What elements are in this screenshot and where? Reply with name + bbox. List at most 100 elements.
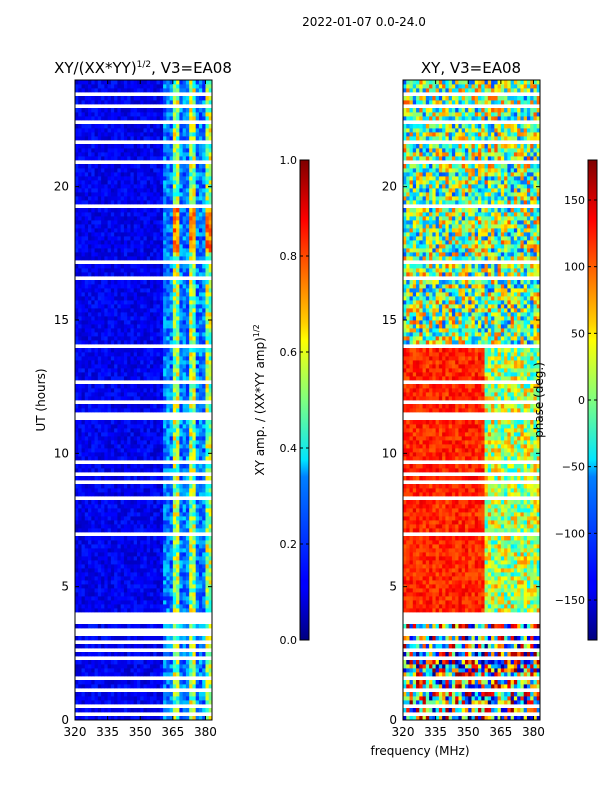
heatmap-cell [189,492,193,497]
heatmap-cell [84,296,89,301]
heatmap-cell [159,172,164,177]
heatmap-cell [176,492,180,497]
heatmap-cell [110,244,115,249]
heatmap-cell [185,312,190,317]
heatmap-cell [101,328,105,333]
heatmap-cell [205,180,210,185]
heatmap-cell [101,652,105,657]
heatmap-cell [192,484,197,489]
heatmap-cell [107,292,112,297]
heatmap-cell [110,660,115,665]
heatmap-cell [78,580,82,585]
heatmap-cell [133,636,138,641]
heatmap-cell [176,288,180,293]
heatmap-cell [179,244,184,249]
heatmap-cell [182,696,187,701]
heatmap-cell [78,484,82,489]
heatmap-cell [91,604,95,609]
heatmap-cell [117,456,122,461]
heatmap-cell [120,212,125,217]
heatmap-cell [97,200,102,205]
heatmap-cell [140,320,144,325]
heatmap-cell [176,668,180,673]
heatmap-cell [150,308,154,313]
heatmap-cell [172,484,177,489]
heatmap-cell [107,148,112,153]
heatmap-cell [198,544,203,549]
heatmap-cell [94,588,99,593]
heatmap-cell [136,500,141,505]
heatmap-cell [104,208,109,213]
heatmap-cell [97,324,102,329]
heatmap-cell [166,352,170,357]
heatmap-cell [205,440,210,445]
heatmap-cell [195,580,200,585]
heatmap-cell [75,368,79,373]
heatmap-cell [107,164,112,169]
heatmap-cell [107,636,112,641]
heatmap-cell [205,592,210,597]
heatmap-cell [198,644,203,649]
heatmap-cell [136,324,141,329]
heatmap-cell [104,428,109,433]
heatmap-cell [208,308,212,313]
heatmap-cell [127,152,131,157]
heatmap-cell [208,524,212,529]
heatmap-cell [120,180,125,185]
heatmap-cell [81,500,86,505]
heatmap-cell [88,196,92,201]
heatmap-cell [101,324,105,329]
heatmap-cell [78,708,82,713]
heatmap-cell [133,240,138,245]
heatmap-cell [114,520,118,525]
heatmap-cell [123,432,128,437]
heatmap-cell [88,556,92,561]
heatmap-cell [136,588,141,593]
heatmap-cell [166,196,170,201]
heatmap-cell [123,224,128,229]
heatmap-cell [150,316,154,321]
heatmap-cell [117,356,122,361]
heatmap-cell [123,392,128,397]
heatmap-cell [156,512,161,517]
heatmap-cell [172,584,177,589]
heatmap-cell [208,180,212,185]
heatmap-cell [179,484,184,489]
heatmap-cell [166,524,170,529]
heatmap-cell [153,312,157,317]
heatmap-cell [143,652,148,657]
heatmap-cell [97,356,102,361]
heatmap-cell [130,696,135,701]
heatmap-cell [107,556,112,561]
heatmap-cell [114,444,118,449]
heatmap-cell [182,700,187,705]
heatmap-cell [133,296,138,301]
heatmap-cell [156,272,161,277]
heatmap-cell [146,324,151,329]
heatmap-cell [169,436,174,441]
heatmap-cell [143,424,148,429]
heatmap-cell [159,584,164,589]
heatmap-cell [185,408,190,413]
heatmap-cell [182,372,187,377]
heatmap-cell [140,424,144,429]
heatmap-cell [176,556,180,561]
heatmap-cell [81,520,86,525]
heatmap-cell [179,528,184,533]
heatmap-cell [88,356,92,361]
heatmap-cell [143,692,148,697]
heatmap-cell [182,424,187,429]
heatmap-cell [117,272,122,277]
heatmap-cell [104,568,109,573]
heatmap-cell [182,136,187,141]
heatmap-cell [120,456,125,461]
heatmap-cell [117,440,122,445]
heatmap-cell [182,212,187,217]
heatmap-cell [130,604,135,609]
heatmap-cell [107,196,112,201]
heatmap-cell [198,308,203,313]
heatmap-cell [182,280,187,285]
heatmap-cell [198,368,203,373]
heatmap-cell [107,664,112,669]
heatmap-cell [110,696,115,701]
